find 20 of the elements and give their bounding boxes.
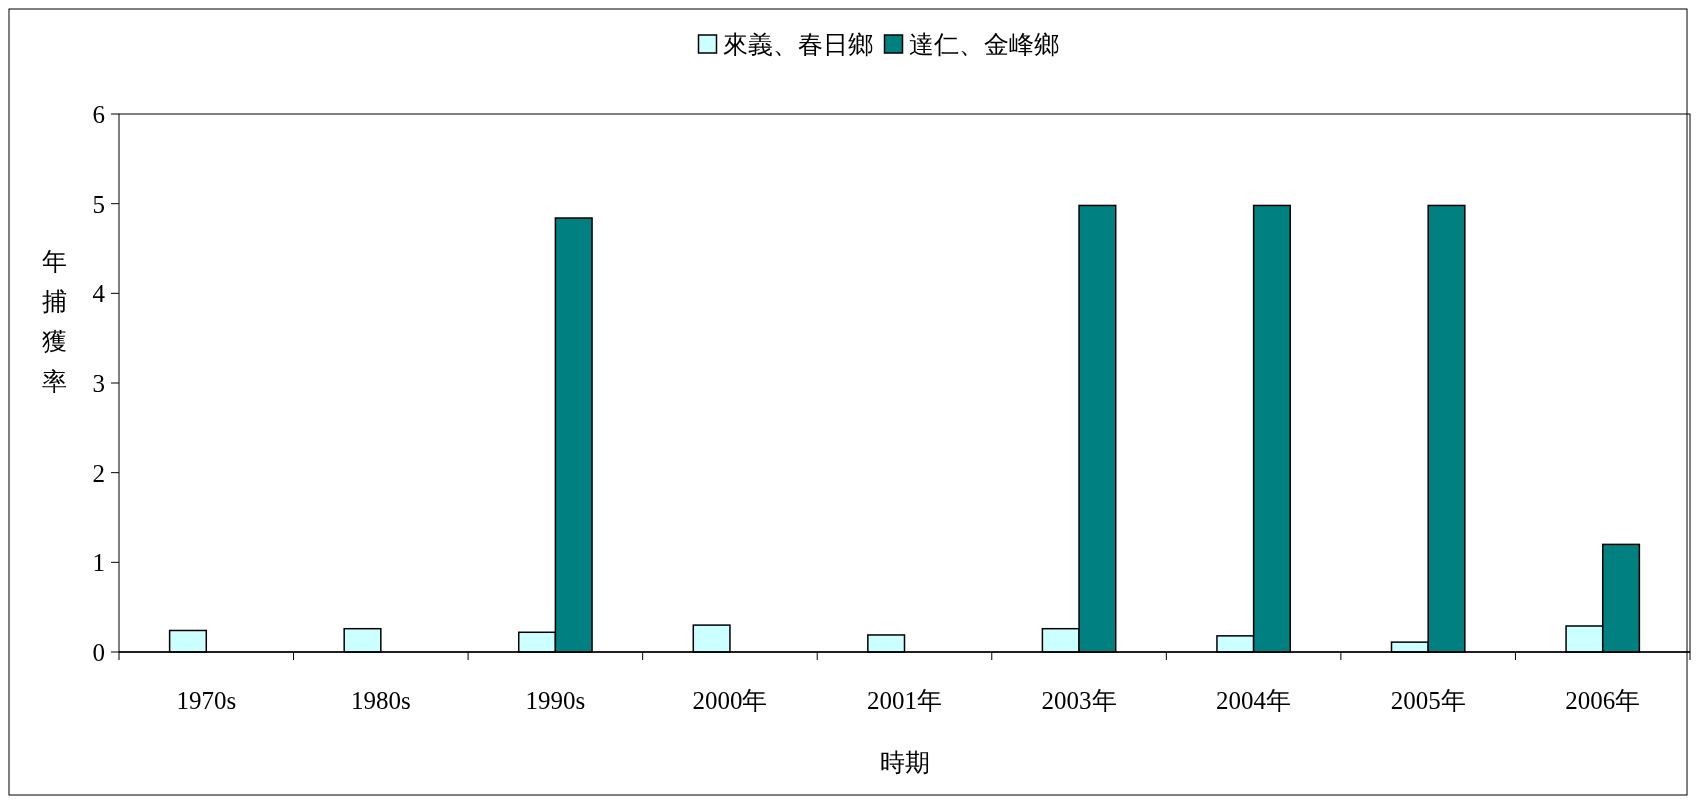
x-tick-label: 1970s	[176, 687, 237, 714]
x-tick-label: 2004年	[1216, 687, 1292, 714]
legend-label: 來義、春日鄉	[722, 31, 873, 58]
x-tick-label: 2003年	[1041, 687, 1117, 714]
x-tick-label: 2000年	[692, 687, 768, 714]
y-tick-label: 6	[92, 101, 105, 128]
legend-label: 達仁、金峰鄉	[908, 31, 1059, 58]
y-tick-label: 1	[92, 549, 105, 577]
y-tick-label: 2	[92, 459, 105, 487]
y-tick-label: 5	[92, 190, 105, 218]
x-tick-label: 1990s	[525, 687, 586, 714]
y-axis-title: 年捕獲率	[41, 248, 67, 395]
x-tick-label: 2001年	[867, 687, 942, 714]
y-tick-label: 4	[92, 280, 106, 308]
y-tick-label: 0	[92, 639, 105, 666]
x-axis-title: 時期	[879, 749, 930, 776]
x-tick-label: 1980s	[350, 687, 411, 714]
y-tick-label: 3	[92, 370, 105, 397]
x-tick-label: 2005年	[1390, 687, 1466, 714]
x-tick-label: 2006年	[1565, 687, 1641, 714]
